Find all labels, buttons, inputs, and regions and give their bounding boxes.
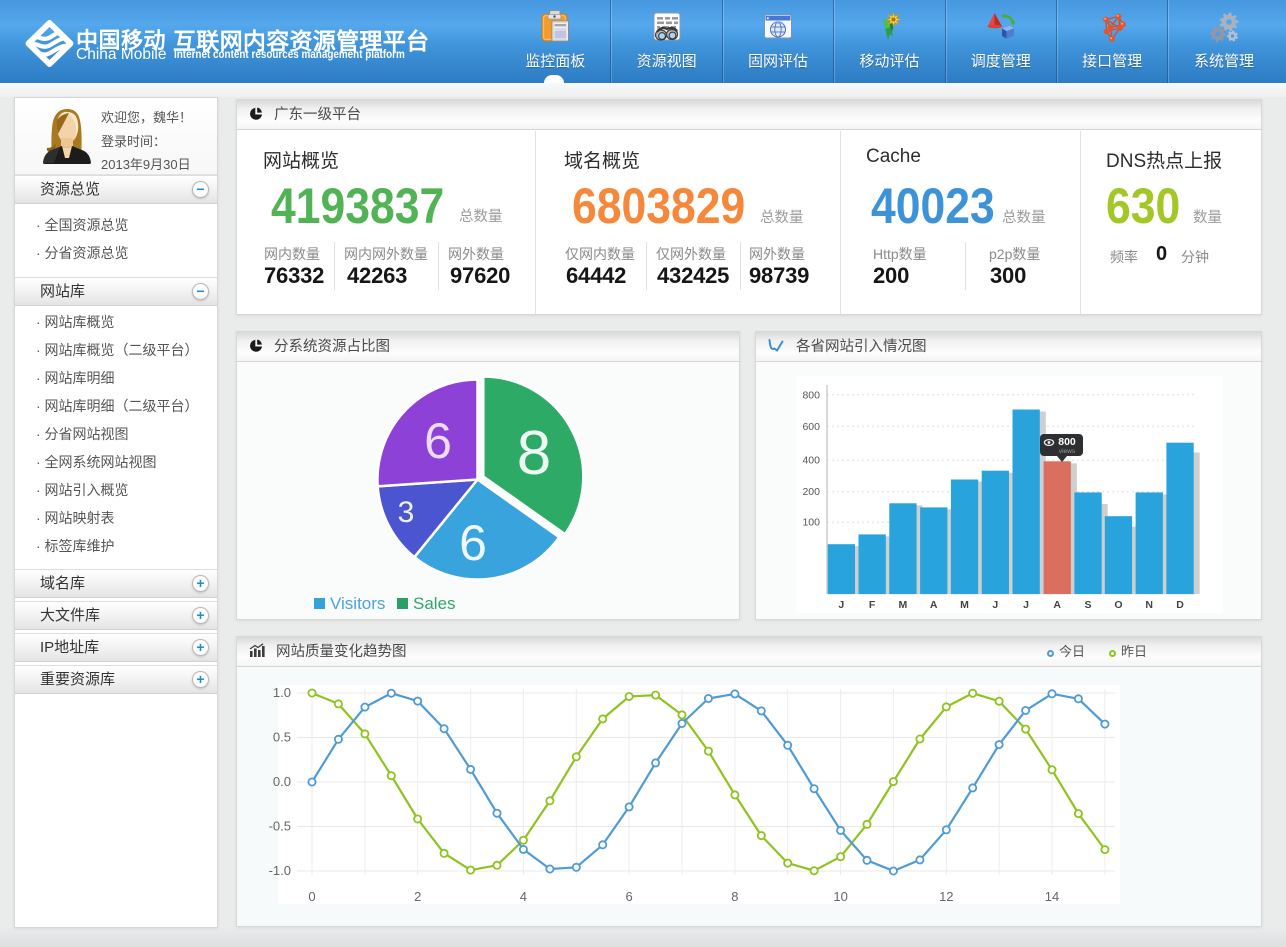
svg-text:J: J	[1023, 599, 1029, 611]
svg-text:S: S	[1084, 599, 1091, 611]
svg-text:8: 8	[517, 419, 551, 488]
svg-text:M: M	[960, 599, 969, 611]
svg-text:M: M	[899, 599, 908, 611]
svg-text:600: 600	[802, 421, 820, 433]
svg-text:F: F	[869, 599, 876, 611]
svg-text:12: 12	[939, 889, 953, 904]
svg-text:6: 6	[424, 413, 452, 469]
svg-text:0: 0	[308, 889, 315, 904]
svg-text:800: 800	[802, 389, 820, 401]
svg-text:4: 4	[520, 889, 527, 904]
svg-text:A: A	[930, 599, 938, 611]
svg-text:8: 8	[731, 889, 738, 904]
svg-text:J: J	[838, 599, 844, 611]
svg-text:100: 100	[802, 517, 820, 529]
svg-text:1.0: 1.0	[273, 685, 291, 700]
svg-text:14: 14	[1045, 889, 1059, 904]
svg-text:-1.0: -1.0	[269, 863, 291, 878]
svg-text:O: O	[1114, 599, 1122, 611]
svg-text:-0.5: -0.5	[269, 819, 291, 834]
svg-text:views: views	[1059, 448, 1076, 455]
svg-text:6: 6	[625, 889, 632, 904]
svg-text:800: 800	[1058, 436, 1076, 448]
svg-text:A: A	[1053, 599, 1061, 611]
svg-text:D: D	[1176, 599, 1184, 611]
svg-text:10: 10	[833, 889, 847, 904]
svg-text:3: 3	[398, 496, 415, 529]
svg-text:0.0: 0.0	[273, 774, 291, 789]
svg-text:400: 400	[802, 455, 820, 467]
svg-text:J: J	[992, 599, 998, 611]
svg-text:6: 6	[459, 515, 487, 571]
svg-text:N: N	[1145, 599, 1153, 611]
svg-text:2: 2	[414, 889, 421, 904]
svg-text:200: 200	[802, 486, 820, 498]
svg-text:0.5: 0.5	[273, 730, 291, 745]
